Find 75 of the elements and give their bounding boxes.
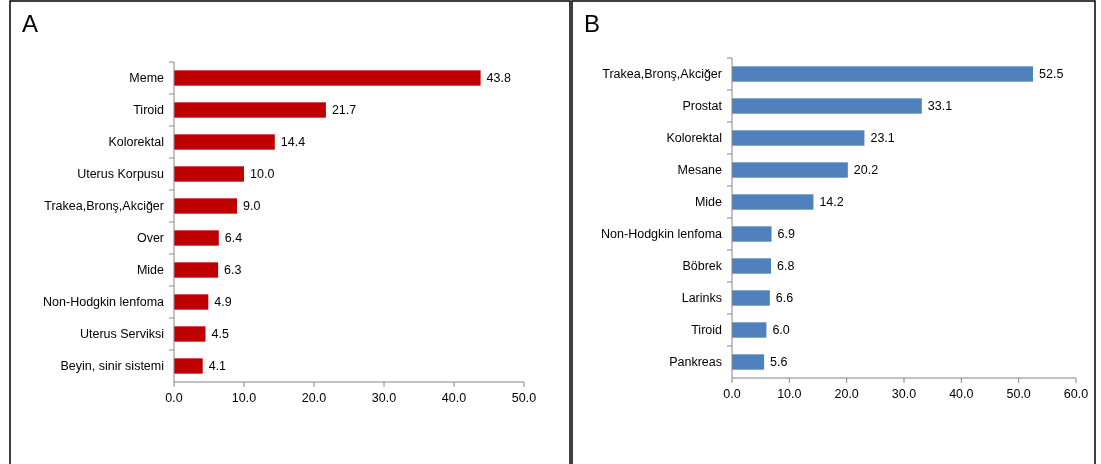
y-tick-label: Prostat — [682, 99, 723, 114]
bar — [732, 322, 767, 338]
bar — [732, 226, 772, 242]
data-label: 4.1 — [208, 359, 227, 374]
bar — [732, 66, 1033, 82]
data-label: 6.9 — [777, 227, 795, 242]
data-label: 23.1 — [870, 131, 895, 146]
x-tick-label: 40.0 — [949, 387, 974, 401]
x-tick-label: 20.0 — [301, 391, 327, 405]
bar — [174, 134, 275, 150]
data-label: 6.0 — [772, 323, 790, 338]
y-tick-label: Trakea,Bronş,Akciğer — [602, 67, 722, 82]
x-tick-label: 0.0 — [723, 387, 741, 401]
y-tick-label: Beyin, sinir sistemi — [60, 359, 164, 374]
data-label: 6.6 — [775, 291, 794, 306]
data-label: 43.8 — [486, 71, 511, 86]
bar — [174, 326, 206, 342]
y-tick-label: Tiroid — [691, 323, 723, 338]
data-label: 52.5 — [1039, 67, 1064, 82]
x-tick-label: 40.0 — [441, 391, 467, 405]
x-tick-label: 50.0 — [511, 391, 537, 405]
data-label: 21.7 — [331, 103, 357, 118]
bar — [174, 262, 219, 278]
bar — [732, 290, 770, 306]
x-tick-label: 30.0 — [371, 391, 397, 405]
bar — [174, 198, 237, 214]
y-tick-label: Tiroid — [133, 103, 165, 118]
bar — [174, 294, 209, 310]
bar — [174, 70, 481, 86]
data-label: 14.4 — [280, 135, 306, 150]
data-label: 33.1 — [927, 99, 953, 114]
x-tick-label: 30.0 — [891, 387, 917, 401]
y-tick-label: Meme — [129, 71, 165, 86]
data-label: 14.2 — [819, 195, 844, 210]
data-label: 6.3 — [224, 263, 242, 278]
y-tick-label: Kolorektal — [666, 131, 722, 146]
data-label: 5.6 — [770, 355, 788, 370]
x-tick-label: 10.0 — [777, 387, 802, 401]
x-tick-label: 0.0 — [165, 391, 183, 405]
x-tick-label: 20.0 — [834, 387, 859, 401]
y-tick-label: Over — [136, 231, 164, 246]
bar — [174, 166, 244, 182]
data-label: 9.0 — [243, 199, 261, 214]
x-tick-label: 60.0 — [1063, 387, 1089, 401]
bar — [174, 102, 326, 118]
y-tick-label: Mide — [136, 263, 165, 278]
bar — [732, 354, 765, 370]
data-label: 6.8 — [776, 259, 795, 274]
y-tick-label: Non-Hodgkin lenfoma — [43, 295, 165, 310]
y-tick-label: Kolorektal — [108, 135, 164, 150]
y-tick-label: Trakea,Bronş,Akciğer — [44, 199, 164, 214]
data-label: 10.0 — [250, 167, 275, 182]
y-tick-label: Pankreas — [669, 355, 722, 370]
y-tick-label: Uterus Serviksi — [79, 327, 164, 342]
bar — [174, 230, 219, 246]
bar — [732, 130, 865, 146]
y-tick-label: Uterus Korpusu — [77, 167, 165, 182]
bar — [174, 358, 203, 374]
chart-title: A — [22, 10, 39, 37]
data-label: 4.5 — [211, 327, 229, 342]
x-tick-label: 10.0 — [231, 391, 257, 405]
bar — [732, 194, 814, 210]
y-tick-label: Mide — [694, 195, 723, 210]
y-tick-label: Non-Hodgkin lenfoma — [601, 227, 723, 242]
data-label: 6.4 — [224, 231, 243, 246]
x-tick-label: 50.0 — [1006, 387, 1031, 401]
data-label: 4.9 — [214, 295, 232, 310]
chart-title: B — [584, 10, 601, 37]
bar — [732, 98, 922, 114]
y-tick-label: Böbrek — [682, 259, 723, 274]
bar — [732, 162, 848, 178]
bar — [732, 258, 771, 274]
y-tick-label: Mesane — [677, 163, 723, 178]
data-label: 20.2 — [853, 163, 879, 178]
y-tick-label: Larinks — [681, 291, 722, 306]
